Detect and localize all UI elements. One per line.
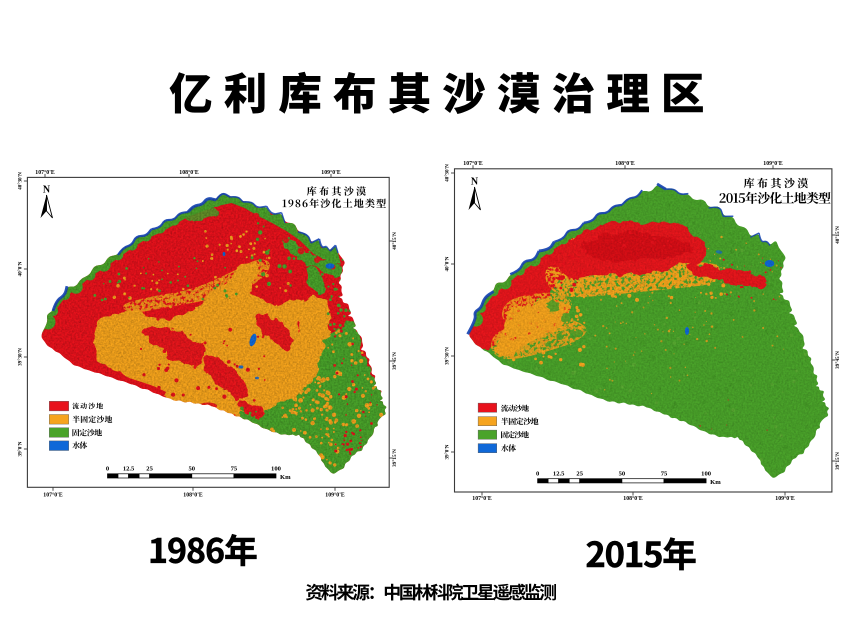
svg-text:109°0'E: 109°0'E <box>321 169 341 176</box>
svg-text:N: N <box>43 185 51 196</box>
svg-text:12.5: 12.5 <box>553 470 565 477</box>
svg-text:39°15'N: 39°15'N <box>391 449 398 467</box>
svg-text:75: 75 <box>231 466 238 473</box>
svg-text:108°0'E: 108°0'E <box>179 169 199 176</box>
svg-text:108°0'E: 108°0'E <box>183 491 203 498</box>
svg-text:39°0'N: 39°0'N <box>16 441 23 456</box>
svg-text:25: 25 <box>146 466 153 473</box>
svg-text:40°0'N: 40°0'N <box>16 261 23 276</box>
svg-text:50: 50 <box>619 470 626 477</box>
svg-text:39°30'N: 39°30'N <box>16 348 23 366</box>
svg-text:Km: Km <box>280 474 291 481</box>
svg-text:25: 25 <box>576 470 583 477</box>
svg-text:109°0'E: 109°0'E <box>325 491 345 498</box>
svg-text:39°45'N: 39°45'N <box>834 351 841 369</box>
svg-text:107°0'E: 107°0'E <box>472 495 492 502</box>
svg-text:40°15'N: 40°15'N <box>834 226 841 244</box>
svg-text:N: N <box>471 177 479 188</box>
svg-text:40°30'N: 40°30'N <box>16 172 23 190</box>
svg-text:50: 50 <box>189 466 196 473</box>
svg-text:40°30'N: 40°30'N <box>444 164 451 182</box>
svg-text:108°0'E: 108°0'E <box>615 160 635 167</box>
svg-text:109°0'E: 109°0'E <box>775 495 795 502</box>
svg-text:108°0'E: 108°0'E <box>623 495 643 502</box>
svg-text:100: 100 <box>701 470 712 477</box>
svg-text:12.5: 12.5 <box>123 466 135 473</box>
svg-text:40°0'N: 40°0'N <box>444 256 451 271</box>
svg-text:39°15'N: 39°15'N <box>834 452 841 470</box>
svg-text:75: 75 <box>661 470 668 477</box>
svg-text:109°0'E: 109°0'E <box>763 160 783 167</box>
svg-text:39°0'N: 39°0'N <box>444 444 451 459</box>
svg-text:0: 0 <box>536 470 540 477</box>
svg-text:107°0'E: 107°0'E <box>463 160 483 167</box>
svg-text:0: 0 <box>106 466 110 473</box>
svg-text:40°15'N: 40°15'N <box>391 232 398 250</box>
svg-text:39°45'N: 39°45'N <box>391 352 398 370</box>
svg-text:107°0'E: 107°0'E <box>35 169 55 176</box>
svg-text:107°0'E: 107°0'E <box>43 491 63 498</box>
svg-text:39°30'N: 39°30'N <box>444 347 451 365</box>
svg-text:Km: Km <box>710 479 721 486</box>
svg-text:100: 100 <box>271 466 282 473</box>
